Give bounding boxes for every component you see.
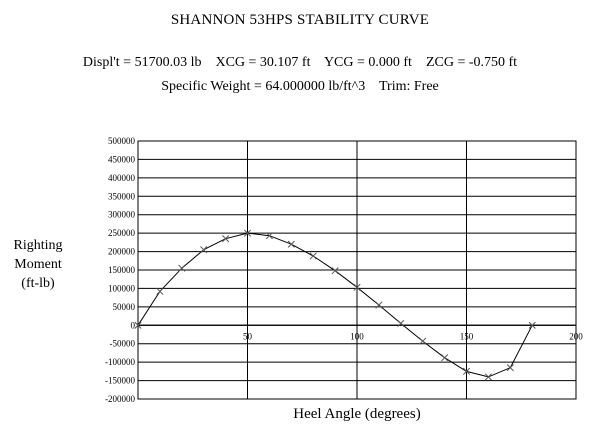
y-tick-label: -50000 bbox=[110, 339, 136, 349]
specific-weight-info-line: Specific Weight = 64.000000 lb/ft^3 Trim… bbox=[161, 79, 439, 94]
y-tick-label: 300000 bbox=[108, 210, 136, 220]
x-axis-label: Heel Angle (degrees) bbox=[293, 406, 421, 422]
data-point-marker bbox=[419, 337, 427, 345]
displacement-info-line: Displ't = 51700.03 lb XCG = 30.107 ft YC… bbox=[82, 55, 518, 70]
y-tick-label: 450000 bbox=[108, 154, 136, 164]
righting-moment-line bbox=[137, 232, 533, 378]
y-tick-label: 150000 bbox=[108, 265, 136, 275]
y-tick-label: 0 bbox=[131, 320, 136, 330]
y-tick-label: 100000 bbox=[108, 283, 136, 293]
data-point-marker bbox=[222, 235, 230, 243]
data-point-marker bbox=[309, 252, 317, 260]
data-point-marker bbox=[200, 246, 208, 254]
data-point-marker bbox=[156, 287, 164, 295]
data-point-marker bbox=[506, 364, 514, 372]
y-tick-label: 250000 bbox=[108, 228, 136, 238]
data-point-marker bbox=[178, 264, 186, 272]
data-point-marker bbox=[243, 229, 252, 237]
y-tick-label: -150000 bbox=[105, 376, 135, 386]
x-tick-label: 150 bbox=[460, 331, 474, 341]
y-tick-label: 350000 bbox=[108, 191, 136, 201]
x-tick-label: 50 bbox=[243, 331, 253, 341]
y-tick-label: -100000 bbox=[105, 357, 135, 367]
y-tick-label: 500000 bbox=[108, 136, 136, 146]
chart-title: SHANNON 53HPS STABILITY CURVE bbox=[170, 12, 430, 28]
y-axis-label-line-1: Righting bbox=[13, 238, 63, 253]
y-axis-label: Righting Moment (ft-lb) bbox=[0, 236, 76, 293]
data-point-marker bbox=[134, 321, 142, 329]
x-tick-label: 100 bbox=[350, 331, 364, 341]
y-tick-label: 200000 bbox=[108, 247, 136, 257]
data-point-marker bbox=[441, 354, 449, 362]
y-tick-label: 50000 bbox=[113, 302, 136, 312]
data-point-marker bbox=[353, 283, 361, 291]
y-tick-label: 400000 bbox=[108, 173, 136, 183]
data-point-marker bbox=[397, 319, 405, 327]
data-point-marker bbox=[287, 240, 295, 248]
y-axis-label-line-3: (ft-lb) bbox=[21, 276, 55, 291]
plot-area-frame bbox=[137, 140, 577, 400]
data-point-marker bbox=[331, 267, 339, 275]
y-tick-label: -200000 bbox=[105, 394, 135, 404]
data-point-marker bbox=[484, 373, 492, 381]
data-point-marker bbox=[462, 367, 471, 375]
data-point-marker bbox=[528, 321, 536, 329]
data-point-marker bbox=[375, 301, 383, 309]
y-axis-label-line-2: Moment bbox=[14, 257, 62, 272]
data-point-marker bbox=[265, 232, 273, 240]
